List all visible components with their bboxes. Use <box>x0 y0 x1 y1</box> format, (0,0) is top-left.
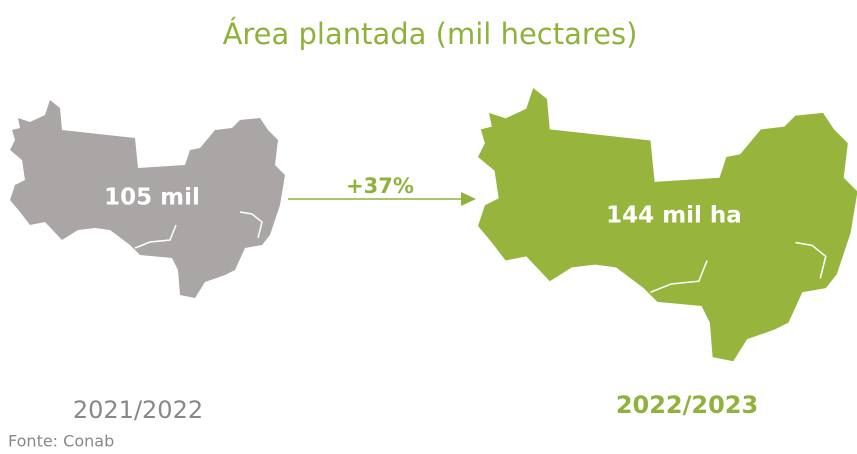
arrow-head <box>461 192 476 206</box>
source: Fonte: Conab <box>8 432 114 451</box>
title: Área plantada (mil hectares) <box>223 17 638 51</box>
region-current <box>478 88 857 362</box>
change: +37% <box>346 174 414 198</box>
previous-period: 2021/2022 <box>73 396 203 424</box>
previous-value: 105 mil <box>104 185 200 211</box>
river <box>134 211 263 249</box>
current-period: 2022/2023 <box>616 391 758 419</box>
current-value: 144 mil ha <box>606 203 742 229</box>
